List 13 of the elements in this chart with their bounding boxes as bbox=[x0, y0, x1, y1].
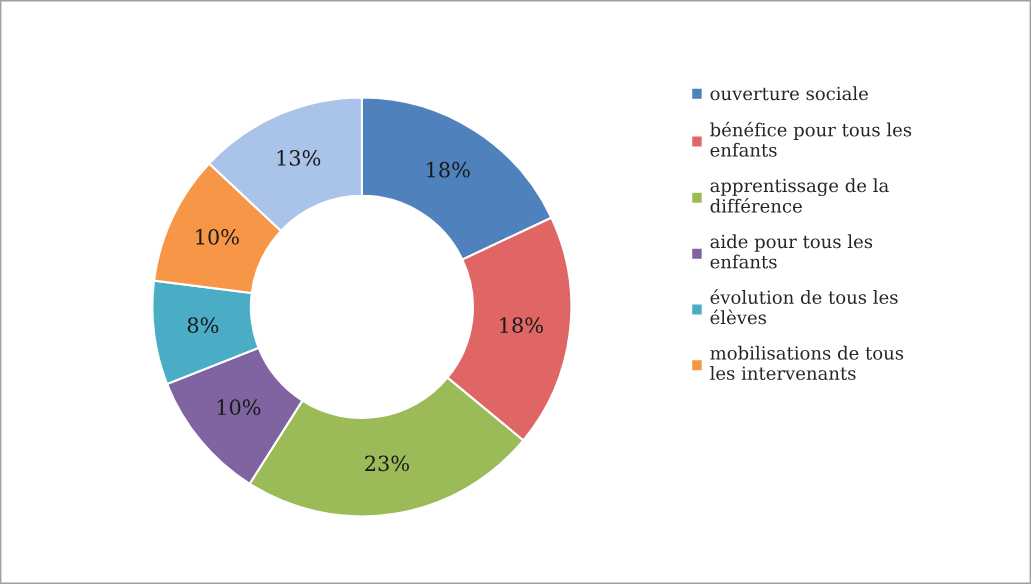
legend-label: apprentissage de la différence bbox=[710, 178, 889, 213]
data-label: 18% bbox=[427, 161, 470, 178]
data-label: 13% bbox=[277, 150, 321, 166]
data-label: 10% bbox=[196, 228, 239, 245]
legend-label: évolution de tous les élèves bbox=[710, 289, 898, 325]
legend-label: aide pour tous les enfants bbox=[710, 234, 873, 269]
legend-label: bénéfice pour tous les enfants bbox=[710, 121, 912, 157]
data-label: 8% bbox=[187, 317, 219, 334]
data-label: 18% bbox=[500, 317, 543, 334]
legend-label: mobilisations de tous les intervenants bbox=[710, 345, 904, 381]
data-label: 23% bbox=[365, 455, 409, 472]
data-label: 10% bbox=[217, 399, 261, 416]
legend-label: ouverture sociale bbox=[710, 86, 868, 101]
